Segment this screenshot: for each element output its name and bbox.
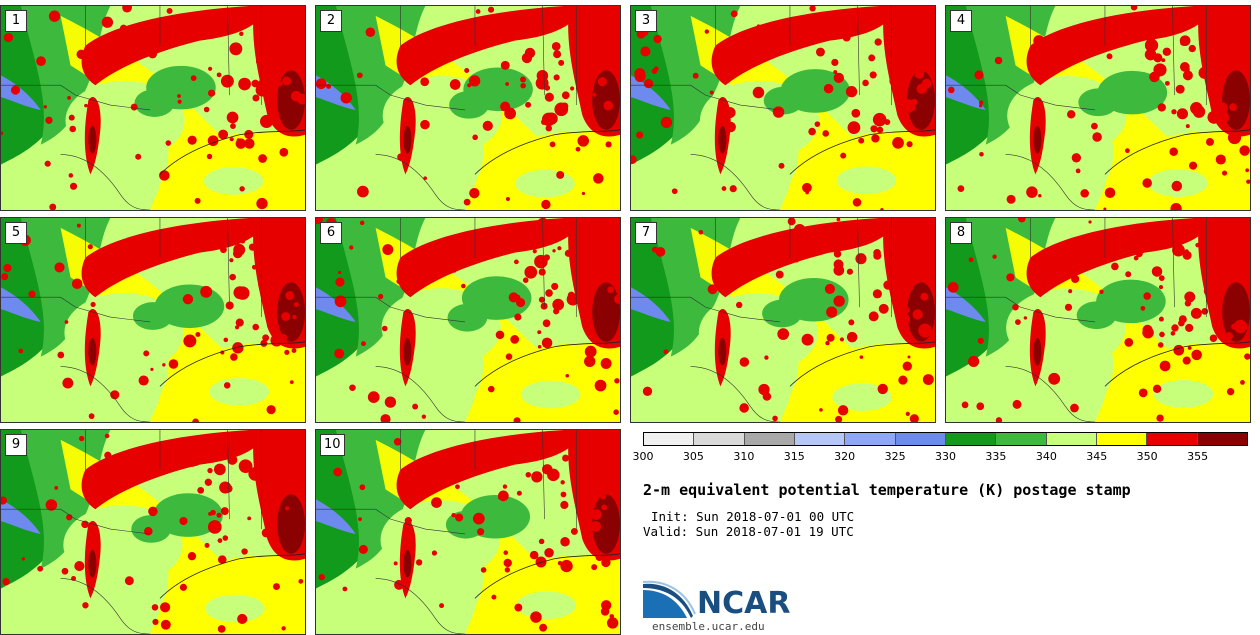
colorbar-segment: [1046, 433, 1097, 445]
member-map-panel: 9: [0, 429, 306, 635]
colorbar-segment: [794, 433, 846, 445]
member-number-label: 1: [5, 10, 27, 32]
member-number-label: 8: [950, 222, 972, 244]
member-map-panel: 3: [630, 5, 936, 211]
colorbar-ticks: 300 305 310 315 320 325 330 335 340 345 350 355: [633, 450, 1248, 466]
colorbar-tick-label: 350: [1136, 450, 1158, 463]
colorbar-tick-label: 320: [834, 450, 856, 463]
member-number-label: 9: [5, 434, 27, 456]
member-map-panel: 10: [315, 429, 621, 635]
valid-time: Valid: Sun 2018-07-01 19 UTC: [643, 524, 854, 539]
colorbar-tick-label: 330: [935, 450, 956, 463]
member-number-label: 10: [320, 434, 345, 456]
colorbar-segment: [845, 433, 896, 445]
member-map-panel: 2: [315, 5, 621, 211]
member-map-panel: 1: [0, 5, 306, 211]
colorbar-segment: [694, 433, 745, 445]
member-map-panel: 4: [945, 5, 1251, 211]
member-number-label: 3: [635, 10, 657, 32]
colorbar-segment: [895, 433, 946, 445]
colorbar-segment: [945, 433, 997, 445]
member-map-panel: 5: [0, 217, 306, 423]
colorbar-segment: [1096, 433, 1148, 445]
colorbar-tick-label: 315: [783, 450, 805, 463]
colorbar-tick-label: 340: [1035, 450, 1057, 463]
colorbar-tick-label: 310: [733, 450, 755, 463]
member-map-panel: 7: [630, 217, 936, 423]
colorbar-tick-label: 355: [1187, 450, 1209, 463]
colorbar-segment: [996, 433, 1047, 445]
member-map-panel: 8: [945, 217, 1251, 423]
colorbar-segment: [1197, 433, 1247, 445]
colorbar-tick-label: 325: [884, 450, 906, 463]
colorbar-segment: [744, 433, 795, 445]
init-time: Init: Sun 2018-07-01 00 UTC: [651, 509, 855, 524]
colorbar-tick-label: 345: [1086, 450, 1108, 463]
website-link[interactable]: ensemble.ucar.edu: [652, 620, 765, 633]
member-number-label: 4: [950, 10, 972, 32]
ncar-logo-icon: [643, 580, 696, 618]
colorbar-tick-label: 300: [632, 450, 654, 463]
colorbar-tick-label: 305: [682, 450, 704, 463]
member-number-label: 7: [635, 222, 657, 244]
member-number-label: 2: [320, 10, 342, 32]
colorbar: [643, 432, 1248, 446]
colorbar-segment: [644, 433, 695, 445]
ncar-logo-text: NCAR: [697, 586, 791, 621]
colorbar-segment: [1147, 433, 1198, 445]
member-number-label: 6: [320, 222, 342, 244]
map-title: 2-m equivalent potential temperature (K)…: [643, 481, 1131, 499]
member-map-panel: 6: [315, 217, 621, 423]
colorbar-tick-label: 335: [985, 450, 1007, 463]
member-number-label: 5: [5, 222, 27, 244]
